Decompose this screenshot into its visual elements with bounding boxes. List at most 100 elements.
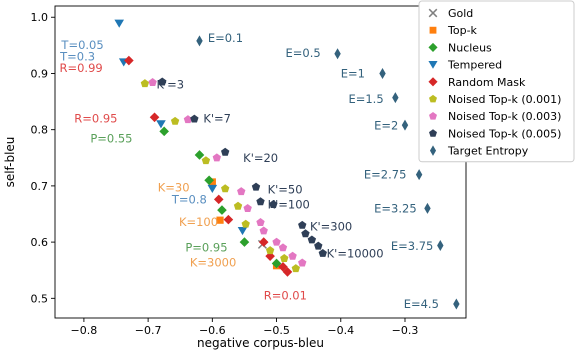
- point-noised-top-k-0-001-8: [280, 254, 289, 262]
- annotation-t-0-05: T=0.05: [60, 38, 103, 52]
- annotation-k-20: K'=20: [243, 151, 278, 165]
- annotation-k-30: K=30: [158, 181, 190, 195]
- legend-label-noised-top-k-0-005: Noised Top-k (0.005): [448, 127, 561, 140]
- legend-marker-top-k: [429, 26, 437, 34]
- point-random-mask-2: [149, 112, 160, 123]
- annotation-k-10000: K'=10000: [327, 246, 384, 260]
- point-tempered-3: [156, 120, 166, 129]
- legend-label-tempered: Tempered: [447, 59, 502, 72]
- y-axis-label: self-bleu: [3, 137, 17, 188]
- legend-label-nucleus: Nucleus: [448, 41, 492, 54]
- point-noised-top-k-0-001-5: [233, 201, 243, 210]
- point-nucleus-1: [159, 126, 169, 137]
- x-tick-label: −0.8: [71, 324, 98, 337]
- legend: Gold Top-k Nucleus Tempered Random Mask Noise…: [418, 0, 575, 163]
- legend-marker-gold: [428, 8, 438, 18]
- point-nucleus-3: [204, 175, 214, 186]
- point-nucleus-2: [194, 150, 205, 160]
- point-tempered-5: [237, 227, 248, 236]
- point-random-mask-7: [278, 262, 288, 272]
- legend-label-noised-top-k-0-003: Noised Top-k (0.003): [448, 110, 561, 123]
- annotation-e-0-5: E=0.5: [286, 46, 321, 60]
- y-tick-label: 1.0: [31, 11, 49, 24]
- point-noised-top-k-0-003-5: [243, 203, 252, 212]
- annotation-r-0-95: R=0.95: [74, 111, 117, 125]
- point-noised-top-k-0-005-11: [318, 248, 327, 257]
- annotation-k-300: K'=300: [310, 219, 352, 233]
- point-noised-top-k-0-005-6: [269, 200, 278, 208]
- legend-label-random-mask: Random Mask: [448, 76, 526, 89]
- point-nucleus-5: [239, 237, 250, 247]
- point-top-k-1: [208, 178, 216, 186]
- point-noised-top-k-0-003-8: [272, 237, 281, 246]
- point-random-mask-4: [223, 214, 234, 225]
- annotation-p-0-95: P=0.95: [185, 241, 227, 255]
- annotation-k-7: K'=7: [203, 111, 231, 125]
- legend-marker-tempered: [428, 60, 438, 69]
- annotation-e-1: E=1: [341, 66, 365, 80]
- point-noised-top-k-0-001-7: [265, 246, 275, 255]
- point-noised-top-k-0-005-2: [190, 114, 199, 123]
- point-tempered-4: [207, 184, 218, 194]
- annotation-e-0-1: E=0.1: [208, 31, 243, 45]
- point-random-mask-6: [265, 251, 275, 261]
- legend-marker-noised-top-k-0-003: [429, 112, 437, 120]
- point-noised-top-k-0-001-6: [241, 219, 250, 228]
- annotation-t-0-8: T=0.8: [171, 192, 207, 206]
- point-noised-top-k-0-003-1: [148, 78, 157, 87]
- point-nucleus-6: [271, 258, 282, 269]
- x-tick-label: −0.7: [135, 324, 162, 337]
- annotation-e-1-5: E=1.5: [348, 92, 383, 106]
- x-tick-label: −0.3: [392, 324, 419, 337]
- annotation-r-0-01: R=0.01: [264, 289, 307, 303]
- y-tick-label: 0.8: [31, 124, 49, 137]
- y-axis: 0.5 0.6 0.7 0.8 0.9 1.0: [31, 11, 55, 305]
- point-top-k-2: [216, 216, 224, 224]
- point-noised-top-k-0-003-2: [183, 115, 193, 124]
- annotation-k-100: K=100: [179, 215, 218, 229]
- point-noised-top-k-0-003-7: [259, 226, 268, 235]
- legend-marker-random-mask: [428, 77, 438, 87]
- point-noised-top-k-0-001-3: [201, 156, 211, 165]
- point-random-mask-5: [258, 237, 269, 247]
- point-noised-top-k-0-005-8: [301, 229, 310, 238]
- point-noised-top-k-0-003-3: [212, 153, 222, 162]
- legend-marker-nucleus: [428, 42, 438, 52]
- point-nucleus-4: [217, 205, 227, 215]
- annotation-t-0-3: T=0.3: [59, 50, 95, 64]
- legend-label-gold: Gold: [448, 7, 473, 20]
- point-noised-top-k-0-003-6: [256, 218, 265, 226]
- legend-marker-target-entropy: [429, 145, 437, 156]
- annotation-k-3000: K=3000: [190, 255, 236, 269]
- point-noised-top-k-0-003-9: [278, 243, 288, 252]
- annotation-e-3-25: E=3.25: [374, 201, 417, 215]
- point-noised-top-k-0-001-1: [140, 79, 150, 88]
- x-axis-label: negative corpus-bleu: [197, 336, 324, 350]
- point-target-entropy-6: [415, 169, 423, 181]
- y-tick-label: 0.7: [31, 180, 49, 193]
- point-annotations: T=0.05T=0.3R=0.99 K'=3 R=0.95 K'=7 P=0.55 K'=…: [59, 31, 439, 311]
- point-random-mask-1: [124, 55, 134, 66]
- point-target-entropy-3: [379, 67, 386, 79]
- point-noised-top-k-0-001-2: [170, 116, 180, 125]
- y-tick-label: 0.6: [31, 236, 49, 249]
- point-noised-top-k-0-005-4: [251, 182, 261, 191]
- point-target-entropy-1: [196, 35, 203, 47]
- annotation-p-0-55: P=0.55: [90, 132, 132, 146]
- legend-label-noised-top-k-0-001: Noised Top-k (0.001): [448, 93, 561, 106]
- annotation-r-0-99: R=0.99: [59, 61, 102, 75]
- point-noised-top-k-0-001-4: [221, 184, 230, 193]
- annotation-e-2-75: E=2.75: [364, 168, 407, 182]
- annotation-k-3: K'=3: [156, 78, 184, 92]
- point-target-entropy-5: [401, 119, 409, 131]
- legend-marker-noised-top-k-0-001: [429, 94, 437, 103]
- x-tick-label: −0.5: [263, 324, 290, 337]
- point-target-entropy-8: [437, 239, 444, 251]
- point-noised-top-k-0-003-4: [237, 187, 246, 196]
- x-axis: −0.8 −0.7 −0.6 −0.5 −0.4 −0.3: [71, 318, 419, 337]
- point-tempered-1: [114, 19, 125, 28]
- y-tick-label: 0.5: [31, 292, 49, 305]
- point-target-entropy-7: [424, 202, 431, 214]
- annotation-k-50: K'=50: [268, 182, 303, 196]
